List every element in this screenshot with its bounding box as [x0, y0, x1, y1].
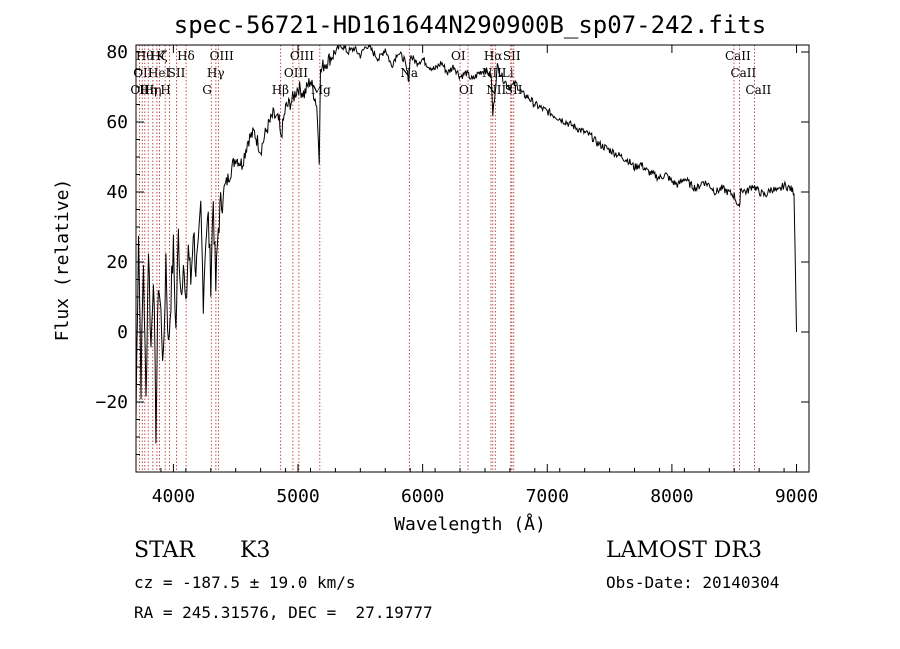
line-marker-label-20: OI	[459, 83, 474, 97]
ra-dec: RA = 245.31576, DEC = 27.19777	[134, 603, 433, 622]
line-marker-label-0: OII	[130, 83, 150, 97]
redshift-cz: cz = -187.5 ± 19.0 km/s	[134, 573, 356, 592]
y-axis-label: Flux (relative)	[52, 179, 73, 342]
line-marker-label-19: OI	[451, 49, 466, 63]
line-marker-label-9: SII	[168, 66, 186, 80]
object-class: STAR	[134, 538, 195, 563]
line-marker-label-27: CaII	[725, 49, 751, 63]
line-marker-label-10: Hδ	[177, 49, 195, 63]
line-marker-label-6: Hζ	[151, 49, 168, 63]
y-axis-ticks: −20 0 20 40 60 80	[95, 42, 809, 473]
x-tick-label-5: 9000	[775, 486, 818, 507]
chart-title: spec-56721-HD161644N290900B_sp07-242.fit…	[174, 11, 766, 39]
line-marker-label-24: Li	[502, 66, 514, 80]
plot-frame	[135, 44, 810, 473]
line-marker-label-25: SII	[503, 49, 521, 63]
line-marker-label-16: OIII	[290, 49, 314, 63]
y-tick-label-2: 20	[106, 252, 128, 273]
line-marker-label-29: CaII	[745, 83, 771, 97]
y-tick-label-0: −20	[95, 392, 128, 413]
line-marker-label-22: Hα	[484, 49, 503, 63]
x-axis-label: Wavelength (Å)	[394, 513, 546, 535]
x-tick-label-2: 6000	[401, 486, 444, 507]
line-marker-label-12: Hγ	[207, 66, 225, 80]
line-marker-label-15: OIII	[284, 66, 308, 80]
spectrum-line	[136, 45, 797, 444]
spectrum-plot	[136, 45, 797, 444]
survey-name: LAMOST DR3	[606, 538, 762, 563]
x-tick-label-3: 7000	[526, 486, 569, 507]
x-tick-label-4: 8000	[650, 486, 693, 507]
line-marker-label-14: Hβ	[272, 83, 289, 97]
y-tick-label-5: 80	[106, 42, 128, 63]
observation-date: Obs-Date: 20140304	[606, 573, 780, 592]
x-tick-label-1: 5000	[276, 486, 319, 507]
y-tick-label-1: 0	[117, 322, 128, 343]
line-marker-label-4: Hη	[144, 83, 162, 97]
line-marker-label-7: K	[156, 49, 166, 63]
line-marker-label-28: CaII	[730, 66, 756, 80]
line-marker-label-26: SII	[505, 83, 523, 97]
emission-line-markers: OIIOIIHθHηHηHeIHζKHSIIHδGHγOIIIHβOIIIOII…	[130, 45, 771, 472]
object-subclass: K3	[240, 538, 271, 563]
line-marker-label-17: Mg	[311, 83, 331, 97]
y-tick-label-3: 40	[106, 182, 128, 203]
line-marker-label-8: H	[160, 83, 170, 97]
line-marker-label-11: G	[202, 83, 212, 97]
y-tick-label-4: 60	[106, 112, 128, 133]
x-tick-label-0: 4000	[152, 486, 195, 507]
line-marker-label-3: Hη	[139, 83, 157, 97]
line-marker-label-13: OIII	[210, 49, 234, 63]
x-axis-ticks: 4000 5000 6000 7000 8000 9000	[135, 45, 818, 507]
